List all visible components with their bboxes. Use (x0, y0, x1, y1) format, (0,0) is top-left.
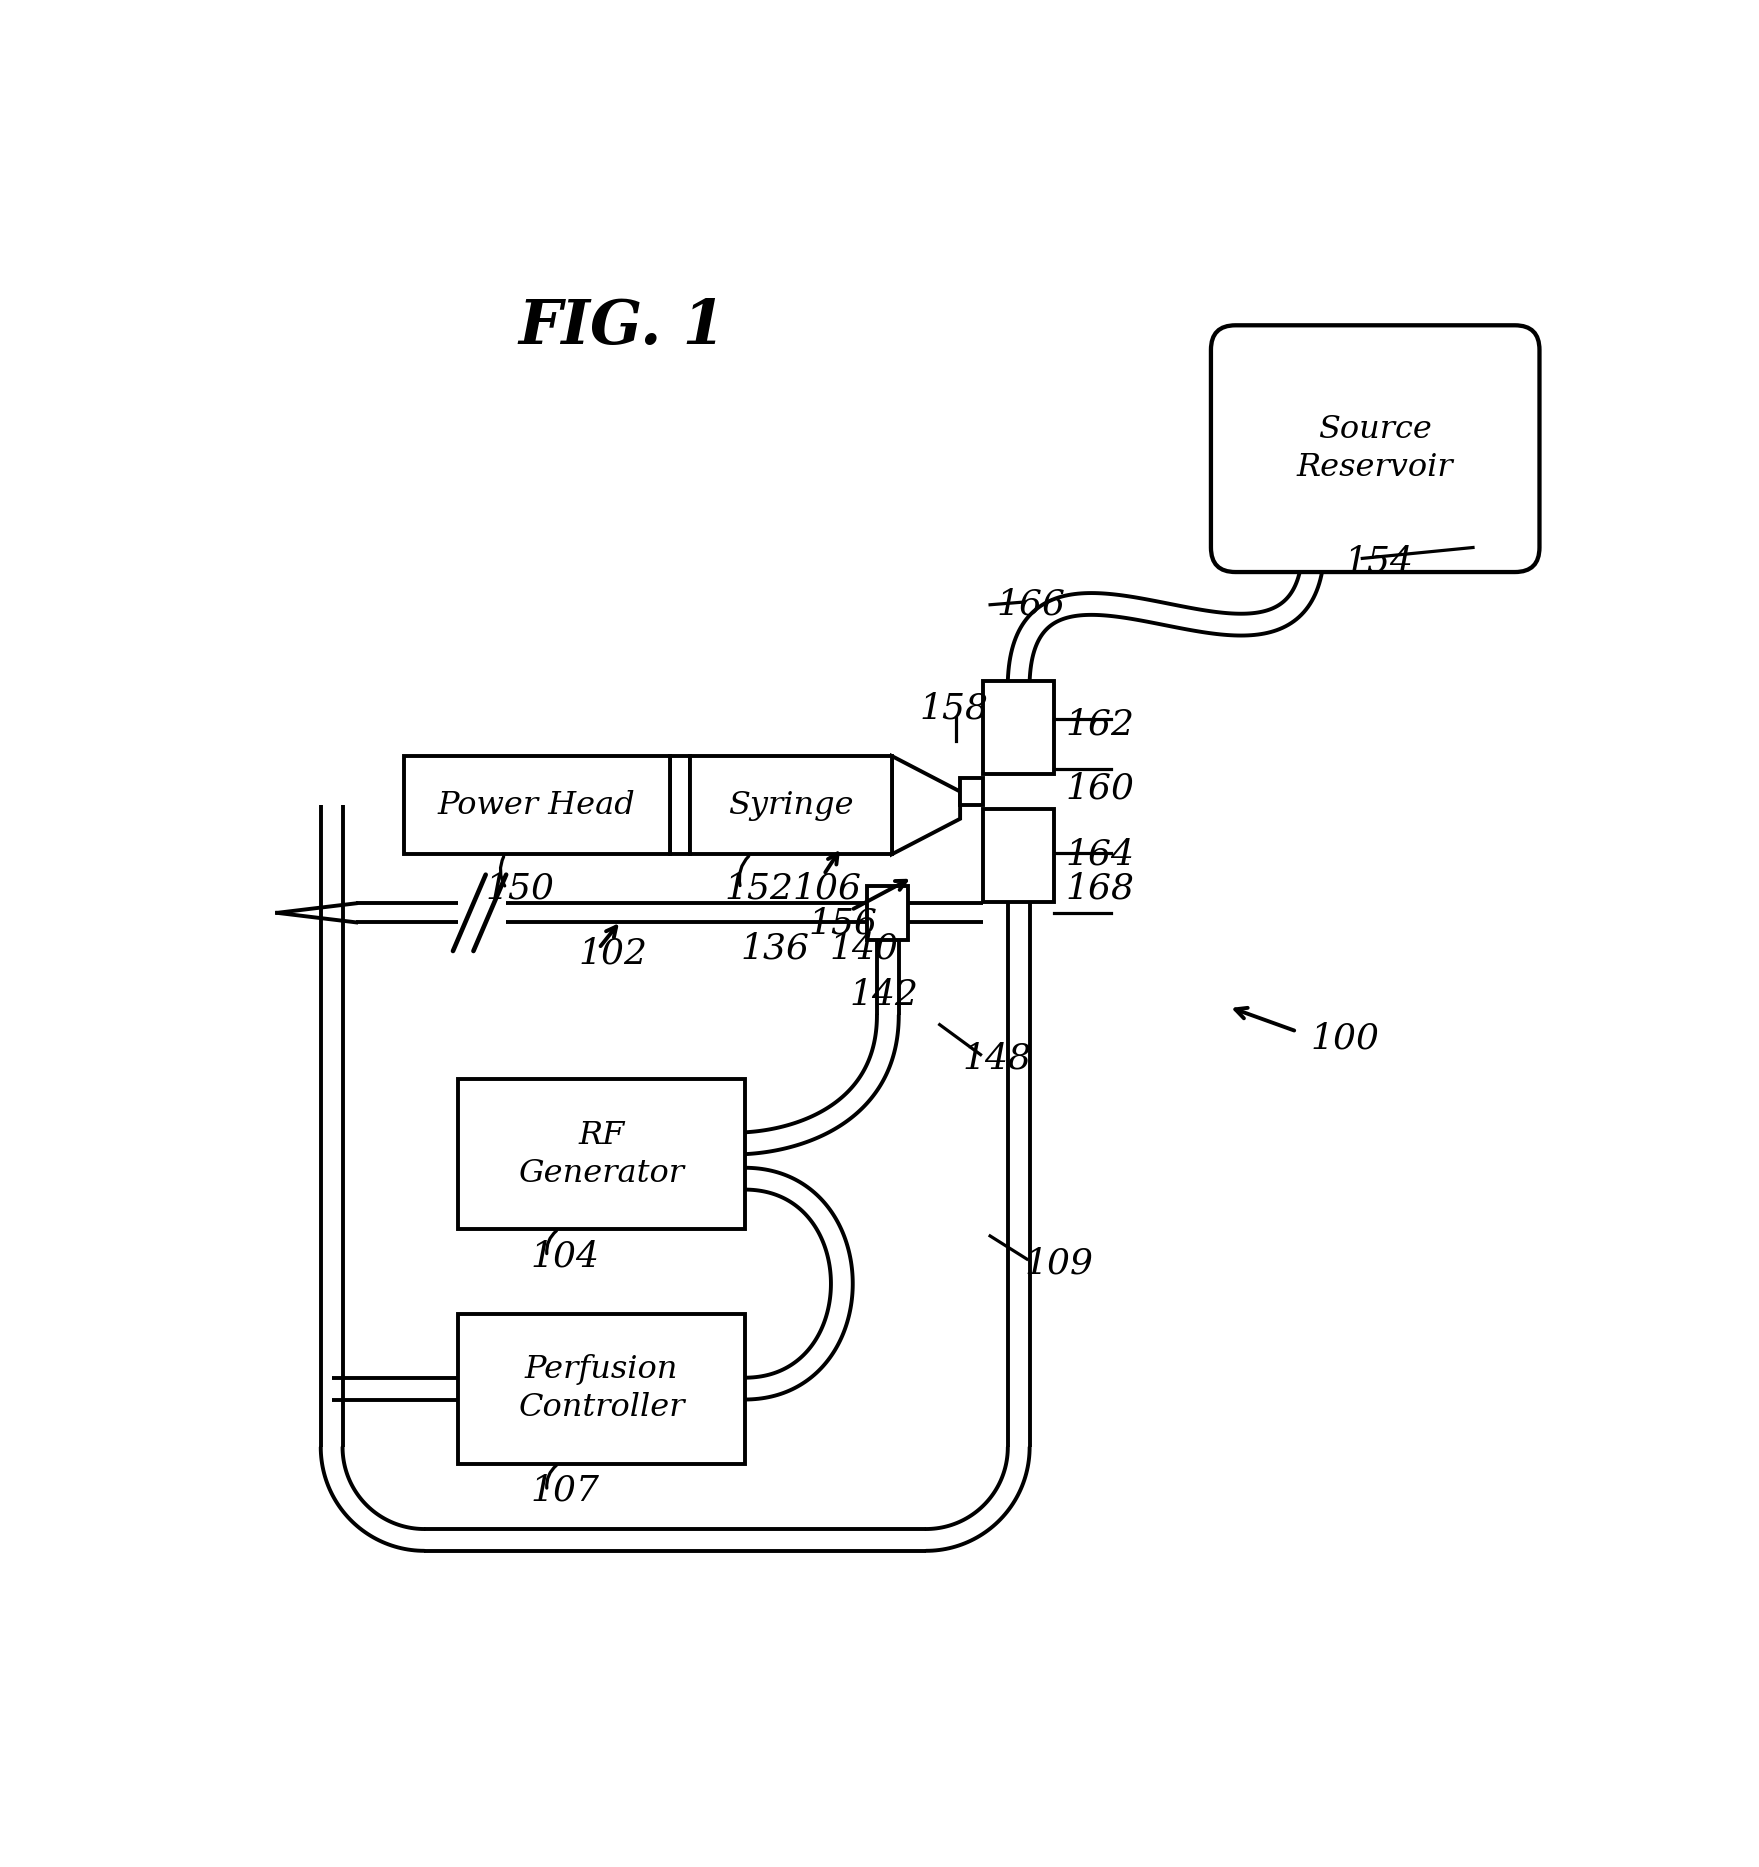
Text: 136: 136 (741, 932, 809, 965)
Bar (960, 779, 983, 805)
Text: 100: 100 (1310, 1021, 1379, 1055)
Text: RF
Generator: RF Generator (519, 1120, 684, 1189)
Bar (867, 885, 908, 941)
Text: 102: 102 (579, 937, 647, 971)
Bar (459, 1314, 744, 1464)
Polygon shape (670, 756, 690, 855)
Text: Source
Reservoir: Source Reservoir (1296, 414, 1453, 484)
Text: 164: 164 (1066, 836, 1135, 872)
Text: 152: 152 (725, 872, 793, 905)
Text: FIG. 1: FIG. 1 (519, 297, 726, 357)
Text: Syringe: Syringe (728, 790, 853, 821)
Text: 162: 162 (1066, 708, 1135, 741)
Polygon shape (892, 756, 960, 855)
Text: 104: 104 (531, 1240, 600, 1273)
Text: Power Head: Power Head (438, 790, 635, 821)
Text: 107: 107 (531, 1473, 600, 1509)
Text: Perfusion
Controller: Perfusion Controller (519, 1354, 684, 1423)
Text: 168: 168 (1066, 872, 1135, 905)
Text: 142: 142 (850, 978, 918, 1012)
Text: 154: 154 (1344, 543, 1414, 579)
FancyBboxPatch shape (1210, 325, 1539, 571)
Bar (983, 681, 1054, 773)
Bar (405, 756, 670, 855)
Bar (459, 1079, 744, 1228)
Text: 109: 109 (1024, 1245, 1092, 1281)
Bar (983, 808, 1054, 902)
Text: 156: 156 (809, 907, 878, 941)
Text: 140: 140 (828, 932, 899, 965)
Text: 148: 148 (962, 1042, 1033, 1075)
Text: 150: 150 (485, 872, 554, 905)
Bar (690, 756, 892, 855)
Text: 166: 166 (997, 588, 1066, 622)
Text: 158: 158 (920, 691, 989, 726)
Text: 160: 160 (1066, 771, 1135, 807)
Text: 106: 106 (792, 872, 862, 905)
